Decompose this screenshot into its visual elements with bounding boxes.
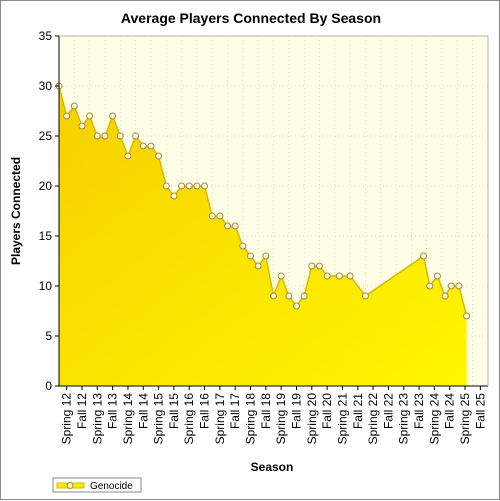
x-tick-label: Fall 21: [351, 393, 365, 429]
x-tick-label: Fall 14: [136, 393, 150, 429]
x-tick-label: Fall 20: [320, 393, 334, 429]
data-point: [262, 252, 270, 260]
x-tick-label: Fall 17: [228, 393, 242, 429]
data-point: [170, 192, 178, 200]
data-point: [239, 242, 247, 250]
x-tick-label: Spring 25: [458, 393, 472, 445]
x-tick-label: Fall 13: [106, 393, 120, 429]
legend-label: Genocide: [90, 481, 133, 492]
data-point: [162, 182, 170, 190]
data-point: [124, 152, 132, 160]
data-point: [426, 282, 434, 290]
x-tick-label: Spring 12: [60, 393, 74, 445]
data-point: [109, 112, 117, 120]
x-tick-label: Spring 22: [366, 393, 380, 445]
data-point: [216, 212, 224, 220]
x-tick-label: Fall 22: [381, 393, 395, 429]
data-points: [55, 82, 471, 320]
data-point: [433, 272, 441, 280]
y-axis-title: Players Connected: [9, 157, 23, 265]
data-point: [93, 132, 101, 140]
x-tick-label: Spring 23: [397, 393, 411, 445]
data-point: [208, 212, 216, 220]
y-tick-label: 20: [39, 179, 53, 193]
x-tick-label: Fall 15: [167, 393, 181, 429]
data-point: [455, 282, 463, 290]
data-point: [78, 122, 86, 130]
data-point: [147, 142, 155, 150]
x-tick-label: Fall 18: [259, 393, 273, 429]
x-tick-label: Spring 15: [152, 393, 166, 445]
y-tick-labels: 0 5 10 15 20 25 30 35: [39, 29, 53, 393]
data-point: [270, 292, 277, 300]
x-tick-label: Spring 16: [182, 393, 196, 445]
y-tick-label: 10: [39, 279, 53, 293]
legend-marker: [66, 482, 74, 489]
data-point: [323, 272, 331, 280]
y-tick-label: 35: [39, 29, 53, 43]
data-point: [335, 272, 343, 280]
data-point: [70, 102, 78, 110]
data-point: [277, 272, 285, 280]
y-tick-label: 30: [39, 79, 53, 93]
axes: [55, 35, 489, 390]
x-tick-labels: Spring 12 Fall 12 Spring 13 Fall 13 Spring 1…: [60, 393, 488, 445]
data-point: [254, 262, 262, 270]
data-point: [193, 182, 201, 190]
data-point: [132, 132, 140, 140]
x-axis-title: Season: [251, 460, 294, 474]
data-point: [420, 252, 428, 260]
data-point: [447, 282, 455, 290]
x-tick-label: Spring 21: [335, 393, 349, 445]
x-tick-label: Fall 25: [473, 393, 487, 429]
data-point: [231, 222, 239, 230]
series-area-fill: [59, 86, 467, 386]
data-point: [300, 292, 308, 300]
x-tick-label: Fall 16: [198, 393, 212, 429]
chart-title: Average Players Connected By Season: [121, 10, 381, 26]
data-point: [139, 142, 147, 150]
data-point: [155, 152, 163, 160]
x-tick-label: Spring 19: [274, 393, 288, 445]
data-point: [224, 222, 232, 230]
data-point: [315, 262, 323, 270]
x-tick-label: Spring 13: [90, 393, 104, 445]
x-tick-label: Spring 14: [121, 393, 135, 445]
data-point: [185, 182, 193, 190]
data-point: [361, 292, 369, 300]
data-point: [285, 292, 293, 300]
x-tick-label: Fall 23: [412, 393, 426, 429]
series-line: [58, 85, 468, 317]
data-point: [441, 292, 449, 300]
y-tick-label: 0: [45, 379, 52, 393]
x-tick-label: Fall 19: [290, 393, 304, 429]
x-tick-label: Spring 18: [244, 393, 258, 445]
x-tick-label: Spring 24: [427, 393, 441, 445]
x-tick-label: Fall 12: [75, 393, 89, 429]
data-point: [346, 272, 354, 280]
data-point: [292, 302, 300, 310]
data-point: [63, 112, 71, 120]
x-tick-label: Spring 17: [213, 393, 227, 445]
data-point: [463, 312, 471, 320]
data-point: [201, 182, 209, 190]
data-point: [101, 132, 109, 140]
data-point: [247, 252, 255, 260]
data-point: [308, 262, 316, 270]
x-tick-label: Spring 20: [305, 393, 319, 445]
y-tick-label: 15: [39, 229, 53, 243]
data-point: [178, 182, 186, 190]
y-tick-label: 25: [39, 129, 53, 143]
data-point: [86, 112, 94, 120]
x-tick-label: Fall 24: [443, 393, 457, 429]
data-point: [116, 132, 124, 140]
legend: Genocide: [52, 477, 142, 493]
y-tick-label: 5: [45, 329, 52, 343]
